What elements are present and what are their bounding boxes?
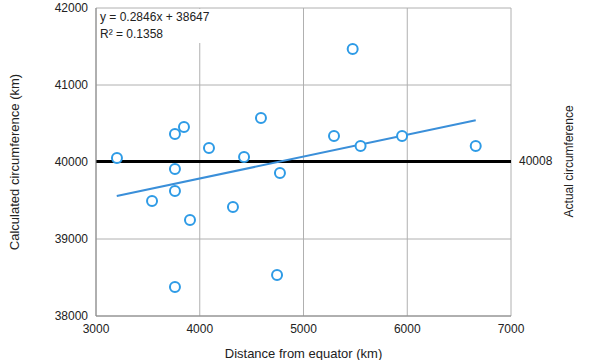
- svg-text:39000: 39000: [55, 232, 89, 246]
- svg-text:38000: 38000: [55, 309, 89, 323]
- svg-text:5000: 5000: [290, 322, 317, 336]
- svg-text:41000: 41000: [55, 78, 89, 92]
- html-text:y = 0.2846x + 38647: y = 0.2846x + 38647: [100, 10, 210, 24]
- svg-text:7000: 7000: [498, 322, 525, 336]
- svg-text:Distance from equator (km): Distance from equator (km): [225, 346, 383, 360]
- svg-text:40008: 40008: [519, 154, 553, 168]
- svg-text:40000: 40000: [55, 155, 89, 169]
- svg-text:Calculated circumference (km): Calculated circumference (km): [8, 74, 22, 250]
- svg-text:3000: 3000: [83, 322, 110, 336]
- svg-text:6000: 6000: [394, 322, 421, 336]
- svg-text:42000: 42000: [55, 1, 89, 15]
- svg-text:Actual circumference: Actual circumference: [562, 105, 576, 217]
- html-text:R² = 0.1358: R² = 0.1358: [100, 27, 163, 41]
- svg-text:4000: 4000: [186, 322, 213, 336]
